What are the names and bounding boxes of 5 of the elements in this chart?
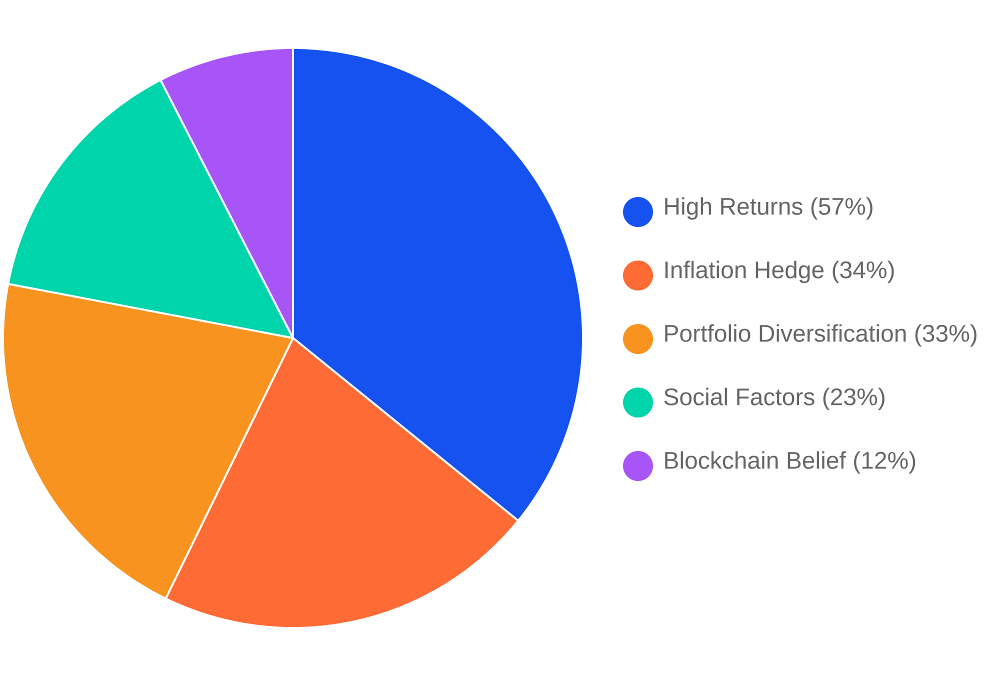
legend-label: Portfolio Diversification (33%) bbox=[665, 324, 976, 347]
legend-label: Inflation Hedge (34%) bbox=[665, 260, 894, 284]
legend-label: Social Factors (23%) bbox=[664, 388, 884, 410]
legend-label: Blockchain Belief (12%) bbox=[665, 451, 916, 474]
legend-label: High Returns (57%) bbox=[665, 197, 872, 220]
